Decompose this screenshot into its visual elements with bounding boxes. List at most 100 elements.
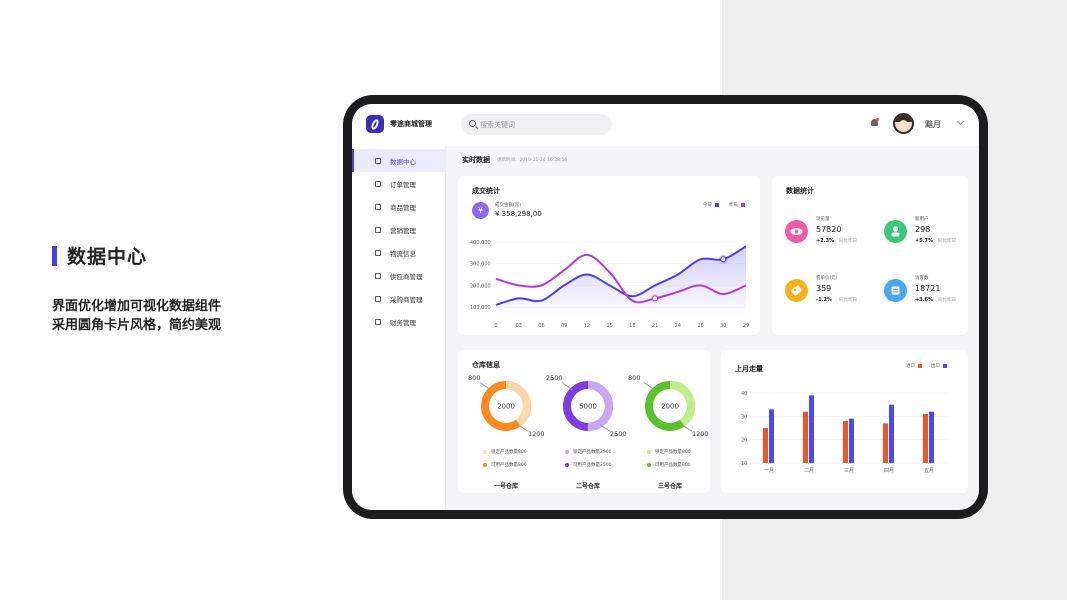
donut-locked-value: 800 (628, 374, 641, 382)
donut-locked-segment (645, 381, 695, 431)
stat-value: 359 (816, 284, 832, 293)
notification-dot (876, 118, 879, 121)
stat-value: 18721 (915, 284, 941, 293)
sidebar-item-label: 数据中心 (390, 157, 416, 166)
warehouse-donut-3[interactable]: 2000 800 1200 锁定产品数量800 可用产品数量800 三号仓库 (628, 374, 710, 496)
warehouse-donut-2[interactable]: 5000 2500 2500 锁定产品数量2500 可用产品数量2500 二号仓库 (546, 374, 628, 496)
donut-locked-segment (481, 381, 531, 431)
y-tick-label: 100,000 (470, 305, 491, 311)
legend-yesterday[interactable]: 昨日 (729, 202, 745, 208)
promo-title: 数据中心 (67, 246, 148, 268)
promo-desc-line-2: 采用圆角卡片风格，简约美观 (52, 318, 222, 333)
warehouse-card: 仓库信息 2000 800 1200 锁定产品数量800 可用产品数量800 一号仓库 50… (458, 350, 710, 493)
donut-locked-segment (563, 381, 613, 431)
x-tick-label: 0 (494, 323, 497, 329)
y-tick-label: 300,000 (470, 262, 491, 268)
legend-import[interactable]: 进口 (906, 363, 922, 369)
data-point-marker[interactable] (652, 295, 659, 302)
x-tick-label: 24 (675, 323, 681, 329)
stat-unit-price[interactable]: 客单价(元) 359 -1.2% 同比昨日 (785, 275, 865, 315)
stat-label: 访客数 (915, 276, 929, 281)
donut-total: 5000 (579, 403, 597, 411)
user-icon (884, 220, 907, 243)
legend-available-label: 可用产品数量800 (655, 463, 691, 468)
sidebar-item-logistics[interactable]: 物流信息 (352, 241, 446, 264)
y-tick-label: 10 (741, 461, 747, 467)
eye-icon (785, 220, 808, 243)
bar-import[interactable] (883, 423, 888, 463)
stat-visitors[interactable]: 访客数 18721 +3.6% 同比昨日 (884, 275, 964, 315)
stat-compare: 同比昨日 (839, 298, 857, 303)
legend-available-label: 可用产品数量800 (491, 463, 527, 468)
dashboard-screen: 零途商城管理 搜索关键词 黯月 数据中心 订单管理 商品管理 营销管理 物流信息… (352, 104, 979, 510)
stat-compare: 同比昨日 (938, 298, 956, 303)
sidebar-item-products[interactable]: 商品管理 (352, 195, 446, 218)
sidebar-item-orders[interactable]: 订单管理 (352, 172, 446, 195)
sidebar-item-purchasers[interactable]: 采购商管理 (352, 287, 446, 310)
search-icon (469, 120, 476, 127)
sidebar: 数据中心 订单管理 商品管理 营销管理 物流信息 供应商管理 采购商管理 财务管… (352, 146, 446, 510)
chevron-down-icon[interactable] (956, 117, 965, 126)
avatar[interactable] (893, 113, 914, 134)
bar-import[interactable] (763, 428, 768, 463)
data-point-marker[interactable] (720, 256, 727, 263)
donut-locked-value: 2500 (546, 374, 563, 382)
stat-page-views[interactable]: 浏览量 57820 +2.3% 同比昨日 (785, 216, 865, 256)
x-tick-label: 15 (606, 323, 612, 329)
sidebar-item-marketing[interactable]: 营销管理 (352, 218, 446, 241)
donut-chart: 5000 (563, 381, 613, 431)
product-icon (375, 203, 381, 210)
legend-locked-label: 锁定产品数量800 (491, 450, 527, 455)
sidebar-item-label: 采购商管理 (390, 295, 423, 304)
bar-export[interactable] (809, 395, 814, 463)
legend-available: 可用产品数量2500 (565, 462, 611, 468)
x-tick-label: 03 (516, 323, 522, 329)
user-name[interactable]: 黯月 (925, 120, 941, 129)
bar-export[interactable] (769, 409, 774, 463)
search-input[interactable]: 搜索关键词 (461, 114, 612, 135)
bar-import[interactable] (843, 421, 848, 463)
legend-locked: 锁定产品数量800 (647, 449, 691, 455)
transaction-card: 成交统计 ¥ 成交金额(元) ¥ 358,298,00 今日 昨日 400,00… (458, 176, 760, 335)
legend-available-label: 可用产品数量2500 (573, 463, 612, 468)
warehouse-donut-1[interactable]: 2000 800 1200 锁定产品数量800 可用产品数量800 一号仓库 (466, 374, 546, 496)
bar-export[interactable] (849, 418, 854, 463)
sidebar-item-suppliers[interactable]: 供应商管理 (352, 264, 446, 287)
legend-export[interactable]: 出口 (931, 363, 947, 369)
stat-new-users[interactable]: 新用户 298 +5.7% 同比昨日 (884, 216, 964, 256)
stat-compare: 同比昨日 (839, 239, 857, 244)
donut-available-value: 1200 (528, 430, 545, 438)
monthly-volume-card: 上月走量 进口 出口 40 30 20 10 一月 二月 三月 四月 五月 (721, 350, 968, 493)
legend-today[interactable]: 今日 (703, 202, 719, 208)
app-logo-icon[interactable] (366, 115, 384, 133)
realtime-title: 实时数据 (462, 156, 490, 164)
stat-change: +3.6% (915, 297, 934, 303)
promo-heading: 数据中心 (52, 242, 147, 269)
y-tick-label: 400,000 (470, 240, 491, 246)
bar-import[interactable] (803, 411, 808, 463)
warehouse-name: 一号仓库 (493, 483, 518, 490)
x-tick-label: 二月 (804, 468, 814, 474)
x-tick-label: 21 (652, 323, 658, 329)
stat-value: 298 (915, 225, 931, 234)
donut-total: 2000 (497, 403, 515, 411)
app-title: 零途商城管理 (390, 120, 432, 128)
y-tick-label: 20 (741, 438, 747, 444)
x-tick-label: 09 (561, 323, 567, 329)
order-icon (375, 180, 381, 187)
tag-icon (785, 279, 808, 302)
bar-export[interactable] (889, 404, 894, 463)
series-line-today (495, 245, 747, 306)
x-tick-label: 06 (538, 323, 544, 329)
legend-available: 可用产品数量800 (647, 462, 691, 468)
bar-import[interactable] (923, 414, 928, 463)
sidebar-item-label: 财务管理 (390, 318, 416, 327)
notification-bell-icon[interactable] (870, 118, 879, 128)
promo-desc-line-1: 界面优化增加可视化数据组件 (52, 299, 222, 314)
sidebar-item-finance[interactable]: 财务管理 (352, 310, 446, 333)
yen-icon: ¥ (472, 202, 489, 219)
sidebar-item-data-center[interactable]: 数据中心 (352, 149, 446, 172)
legend-locked: 锁定产品数量800 (483, 449, 527, 455)
bar-export[interactable] (929, 411, 934, 463)
warehouse-title: 仓库信息 (472, 361, 500, 369)
